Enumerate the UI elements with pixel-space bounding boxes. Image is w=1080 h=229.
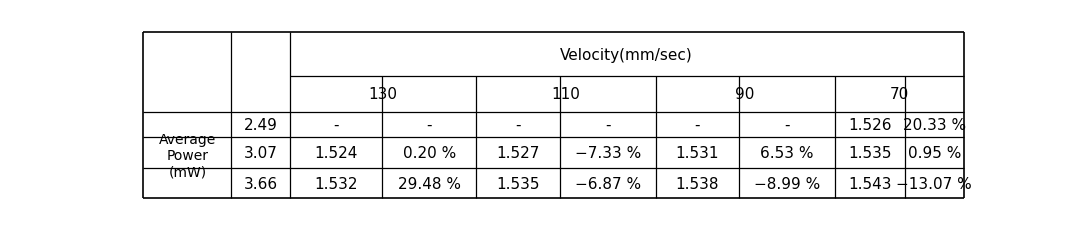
Text: 3.07: 3.07 (244, 146, 278, 161)
Text: 1.532: 1.532 (314, 176, 357, 191)
Text: -: - (784, 117, 789, 132)
Text: 3.66: 3.66 (243, 176, 278, 191)
Text: −8.99 %: −8.99 % (754, 176, 820, 191)
Text: 1.526: 1.526 (848, 117, 892, 132)
Text: 110: 110 (552, 87, 580, 102)
Text: 20.33 %: 20.33 % (903, 117, 966, 132)
Text: 1.535: 1.535 (497, 176, 540, 191)
Text: 2.49: 2.49 (244, 117, 278, 132)
Text: 1.524: 1.524 (314, 146, 357, 161)
Text: 70: 70 (890, 87, 908, 102)
Text: 1.535: 1.535 (848, 146, 892, 161)
Text: 1.543: 1.543 (848, 176, 892, 191)
Text: Average
Power
(mW): Average Power (mW) (159, 132, 216, 178)
Text: 0.20 %: 0.20 % (403, 146, 456, 161)
Text: Velocity(mm/sec): Velocity(mm/sec) (561, 47, 693, 62)
Text: 1.527: 1.527 (497, 146, 540, 161)
Text: -: - (694, 117, 700, 132)
Text: -: - (515, 117, 521, 132)
Text: -: - (605, 117, 610, 132)
Text: 90: 90 (735, 87, 755, 102)
Text: -: - (333, 117, 339, 132)
Text: −7.33 %: −7.33 % (575, 146, 642, 161)
Text: 6.53 %: 6.53 % (760, 146, 813, 161)
Text: 1.538: 1.538 (676, 176, 719, 191)
Text: 130: 130 (368, 87, 397, 102)
Text: 0.95 %: 0.95 % (907, 146, 961, 161)
Text: -: - (427, 117, 432, 132)
Text: 29.48 %: 29.48 % (397, 176, 461, 191)
Text: −13.07 %: −13.07 % (896, 176, 972, 191)
Text: 1.531: 1.531 (676, 146, 719, 161)
Text: −6.87 %: −6.87 % (575, 176, 640, 191)
